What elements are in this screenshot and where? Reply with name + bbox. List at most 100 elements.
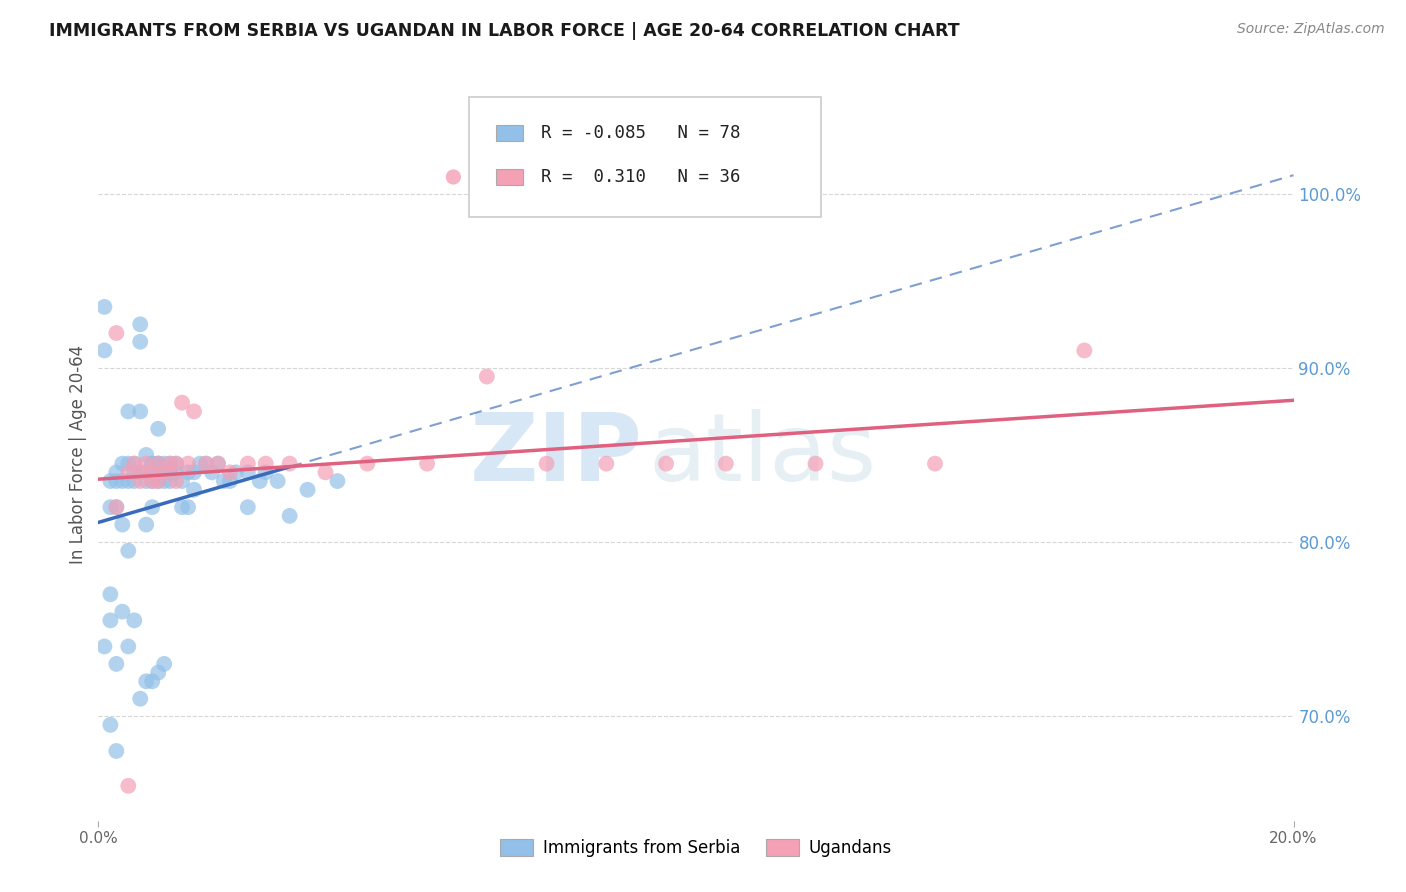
Point bbox=[148, 422, 170, 436]
Point bbox=[236, 457, 259, 471]
Point bbox=[105, 744, 128, 758]
Point bbox=[804, 457, 827, 471]
Point bbox=[297, 483, 319, 497]
Point bbox=[148, 457, 170, 471]
Point bbox=[117, 640, 139, 654]
Point bbox=[105, 326, 128, 340]
Point bbox=[267, 474, 290, 488]
Point bbox=[93, 343, 115, 358]
Point bbox=[153, 657, 176, 671]
Point bbox=[201, 466, 224, 480]
Point bbox=[98, 718, 122, 732]
Point bbox=[254, 457, 277, 471]
Point bbox=[278, 457, 301, 471]
Point bbox=[148, 474, 170, 488]
Text: R =  0.310   N = 36: R = 0.310 N = 36 bbox=[541, 168, 740, 186]
Point bbox=[111, 474, 134, 488]
Point bbox=[148, 665, 170, 680]
Point bbox=[135, 466, 157, 480]
Point bbox=[141, 457, 163, 471]
Point bbox=[177, 457, 200, 471]
Point bbox=[135, 474, 157, 488]
Point bbox=[105, 657, 128, 671]
Point bbox=[536, 457, 558, 471]
Point bbox=[165, 474, 187, 488]
Point bbox=[124, 457, 146, 471]
Point bbox=[117, 404, 139, 418]
Point bbox=[177, 500, 200, 515]
Point bbox=[207, 457, 229, 471]
Point bbox=[159, 466, 181, 480]
Point bbox=[124, 457, 146, 471]
Point bbox=[254, 466, 277, 480]
Point bbox=[93, 640, 115, 654]
Point bbox=[249, 474, 271, 488]
Point bbox=[278, 508, 301, 523]
Point bbox=[195, 457, 218, 471]
Point bbox=[165, 457, 187, 471]
Point bbox=[153, 466, 176, 480]
Point bbox=[105, 500, 128, 515]
Point bbox=[129, 474, 152, 488]
Point bbox=[117, 474, 139, 488]
Point bbox=[148, 474, 170, 488]
Point bbox=[153, 474, 176, 488]
Point bbox=[475, 369, 498, 384]
Point bbox=[183, 483, 205, 497]
Point bbox=[165, 466, 187, 480]
Text: ZIP: ZIP bbox=[470, 409, 643, 501]
Text: atlas: atlas bbox=[648, 409, 876, 501]
Point bbox=[124, 466, 146, 480]
Point bbox=[356, 457, 378, 471]
Point bbox=[172, 474, 194, 488]
Point bbox=[595, 457, 617, 471]
Point bbox=[212, 474, 235, 488]
Point bbox=[188, 457, 211, 471]
Point bbox=[153, 457, 176, 471]
Point bbox=[129, 466, 152, 480]
Point bbox=[141, 466, 163, 480]
Point bbox=[117, 466, 139, 480]
Point bbox=[135, 517, 157, 532]
Point bbox=[129, 691, 152, 706]
Point bbox=[172, 395, 194, 409]
Point bbox=[141, 500, 163, 515]
Point bbox=[129, 318, 152, 332]
Point bbox=[148, 457, 170, 471]
Point bbox=[315, 466, 337, 480]
Point bbox=[183, 404, 205, 418]
FancyBboxPatch shape bbox=[496, 125, 523, 141]
Point bbox=[117, 457, 139, 471]
Point bbox=[655, 457, 678, 471]
Point bbox=[236, 466, 259, 480]
Point bbox=[165, 457, 187, 471]
Point bbox=[219, 466, 242, 480]
Point bbox=[98, 613, 122, 627]
Point bbox=[172, 500, 194, 515]
Point bbox=[129, 334, 152, 349]
Point bbox=[135, 448, 157, 462]
Point bbox=[1073, 343, 1095, 358]
Point bbox=[148, 457, 170, 471]
Point bbox=[98, 500, 122, 515]
Point bbox=[117, 543, 139, 558]
Point bbox=[105, 500, 128, 515]
Point bbox=[236, 500, 259, 515]
Point bbox=[326, 474, 349, 488]
Legend: Immigrants from Serbia, Ugandans: Immigrants from Serbia, Ugandans bbox=[494, 832, 898, 863]
Point bbox=[117, 779, 139, 793]
Point bbox=[141, 674, 163, 689]
Text: R = -0.085   N = 78: R = -0.085 N = 78 bbox=[541, 124, 740, 142]
Point bbox=[159, 457, 181, 471]
Point bbox=[111, 457, 134, 471]
Point bbox=[135, 674, 157, 689]
Point bbox=[195, 457, 218, 471]
FancyBboxPatch shape bbox=[470, 96, 821, 218]
Point bbox=[124, 474, 146, 488]
Point bbox=[177, 466, 200, 480]
Point bbox=[129, 404, 152, 418]
Point bbox=[141, 474, 163, 488]
Point bbox=[111, 517, 134, 532]
Point bbox=[129, 466, 152, 480]
Y-axis label: In Labor Force | Age 20-64: In Labor Force | Age 20-64 bbox=[69, 345, 87, 565]
